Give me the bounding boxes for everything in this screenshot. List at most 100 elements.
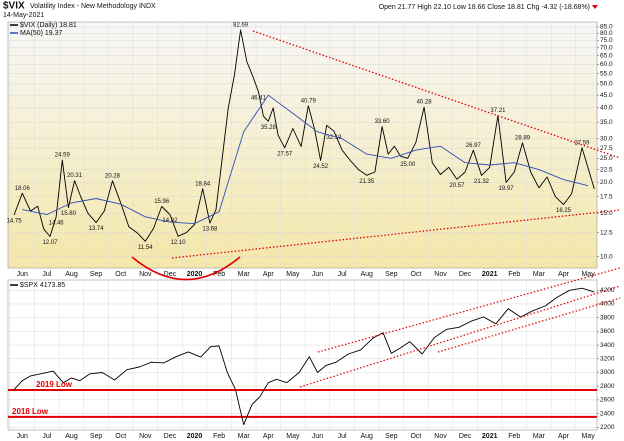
x-tick-label: Feb — [508, 433, 520, 440]
x-tick-label: Apr — [263, 271, 275, 278]
x-tick-label: May — [286, 271, 300, 278]
x-tick-label: Sep — [385, 433, 398, 440]
x-tick-label: 2020 — [187, 271, 203, 278]
y-tick-label: 70.0 — [600, 44, 613, 51]
y-tick-label: 35.0 — [600, 119, 613, 126]
x-tick-label: Nov — [434, 433, 447, 440]
y-tick-label: 3200 — [600, 355, 615, 362]
y-tick-label: 10.0 — [600, 253, 613, 260]
x-tick-label: Apr — [558, 433, 570, 440]
legend-label: MA(50) 19.37 — [20, 30, 63, 37]
value-label: 13.68 — [202, 227, 218, 233]
y-tick-label: 55.0 — [600, 70, 613, 77]
x-tick-label: Dec — [164, 433, 177, 440]
x-tick-label: Aug — [360, 271, 373, 278]
value-label: 35.28 — [261, 125, 277, 131]
x-tick-label: Jun — [17, 271, 28, 278]
legend-label: $SPX 4173.85 — [20, 282, 65, 289]
x-tick-label: May — [581, 433, 595, 440]
support-trendline — [171, 209, 621, 259]
value-label: 20.31 — [67, 173, 83, 179]
down-arrow — [592, 5, 598, 9]
value-label: 24.59 — [55, 153, 71, 159]
y-tick-label: 27.5 — [600, 145, 613, 152]
y-tick-label: 12.5 — [600, 229, 613, 236]
x-tick-label: Aug — [360, 433, 373, 440]
reference-label: 2018 Low — [12, 407, 49, 416]
x-tick-label: Mar — [238, 433, 251, 440]
x-tick-label: Jul — [338, 433, 347, 440]
bottom-arc — [131, 256, 241, 281]
value-label: 82.69 — [233, 22, 249, 28]
x-tick-label: Jun — [312, 271, 323, 278]
value-label: 20.57 — [449, 183, 465, 189]
price-line — [13, 29, 595, 242]
ohlc-info: Open 21.77 High 22.10 Low 18.66 Close 18… — [379, 4, 590, 11]
y-tick-label: 20.0 — [600, 179, 613, 186]
grid — [8, 22, 597, 430]
value-label: 27.57 — [277, 151, 293, 157]
x-tick-label: Oct — [410, 433, 421, 440]
value-label: 12.10 — [171, 240, 187, 246]
value-label: 40.79 — [301, 98, 317, 104]
y-tick-label: 85.0 — [600, 24, 613, 31]
value-label: 14.75 — [7, 219, 23, 225]
value-label: 16.25 — [556, 208, 572, 214]
y-tick-label: 4000 — [600, 301, 615, 308]
legend-label: $VIX (Daily) 18.81 — [20, 22, 77, 29]
spx-panel — [7, 279, 598, 431]
value-label: 14.82 — [162, 218, 178, 224]
y-tick-label: 2800 — [600, 383, 615, 390]
x-tick-label: Apr — [558, 271, 570, 278]
value-label: 14.46 — [49, 221, 65, 227]
y-tick-label: 75.0 — [600, 37, 613, 44]
x-tick-label: Aug — [65, 433, 78, 440]
y-tick-label: 50.0 — [600, 81, 613, 88]
spx-channel-mid — [437, 297, 621, 353]
value-label: 26.97 — [466, 143, 482, 149]
vix-panel — [7, 21, 598, 269]
value-label: 24.52 — [313, 164, 329, 170]
x-tick-label: Oct — [410, 271, 421, 278]
value-label: 28.89 — [515, 135, 531, 141]
value-label: 40.28 — [417, 100, 433, 106]
value-label: 33.60 — [375, 119, 391, 125]
x-tick-label: 2020 — [187, 433, 203, 440]
x-tick-label: Oct — [115, 271, 126, 278]
plot-layer: 10.0 12.5 15.0 17.5 20.0 22.5 25.0 27.5 30.0 35.0… — [7, 22, 615, 440]
value-label: 15.80 — [61, 211, 77, 217]
value-label: 13.74 — [89, 226, 105, 232]
x-tick-label: Jun — [312, 433, 323, 440]
moving-average-line — [22, 94, 589, 225]
value-label: 20.28 — [105, 173, 121, 179]
x-tick-label: Mar — [533, 271, 546, 278]
value-label: 15.96 — [154, 199, 170, 205]
y-tick-label: 30.0 — [600, 135, 613, 142]
x-tick-label: Aug — [65, 271, 78, 278]
symbol: $VIX — [3, 1, 25, 12]
y-tick-label: 15.0 — [600, 210, 613, 217]
x-tick-label: May — [581, 271, 595, 278]
reference-label: 2019 Low — [36, 380, 73, 389]
y-tick-label: 65.0 — [600, 52, 613, 59]
x-tick-label: Jul — [338, 271, 347, 278]
y-tick-label: 80.0 — [600, 30, 613, 37]
y-tick-label: 40.0 — [600, 105, 613, 112]
x-tick-label: Apr — [263, 433, 275, 440]
value-label: 27.59 — [574, 140, 590, 146]
x-tick-label: Sep — [90, 433, 103, 440]
x-tick-label: Mar — [533, 433, 546, 440]
value-label: 21.35 — [359, 179, 375, 185]
y-tick-label: 45.0 — [600, 92, 613, 99]
y-tick-label: 17.5 — [600, 193, 613, 200]
x-tick-label: Sep — [90, 271, 103, 278]
value-label: 19.97 — [499, 186, 515, 192]
x-tick-label: Dec — [459, 433, 472, 440]
y-tick-label: 22.5 — [600, 166, 613, 173]
x-tick-label: Feb — [508, 271, 520, 278]
x-tick-label: Mar — [238, 271, 251, 278]
y-tick-label: 3400 — [600, 342, 615, 349]
value-label: 12.07 — [42, 240, 58, 246]
chart-title: Volatility Index - New Methodology INDX — [30, 3, 156, 10]
